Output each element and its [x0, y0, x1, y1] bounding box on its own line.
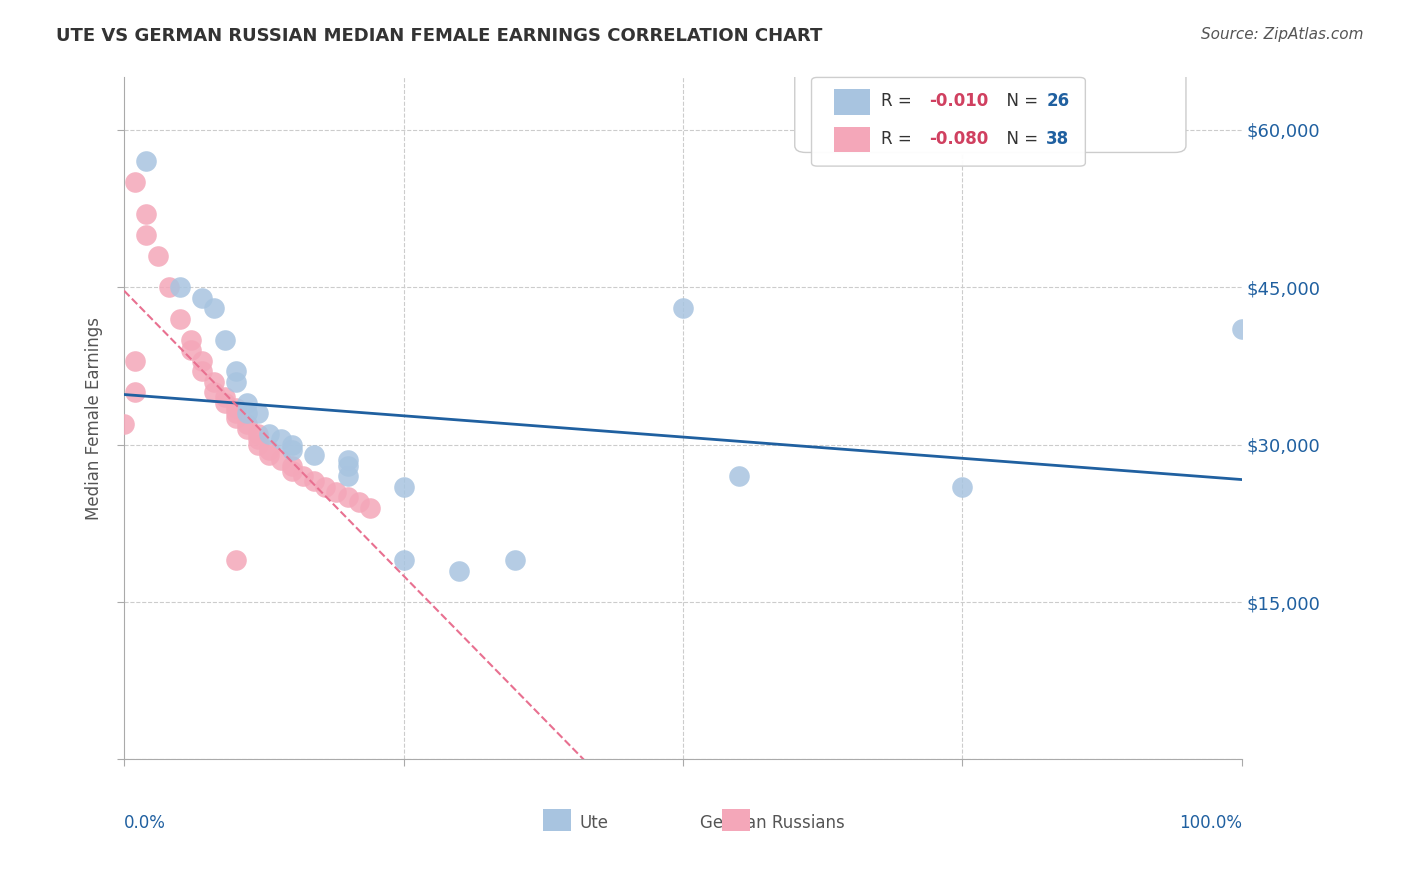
Text: -0.010: -0.010 — [929, 92, 988, 111]
FancyBboxPatch shape — [543, 809, 571, 831]
Text: R =: R = — [880, 92, 917, 111]
Point — [225, 375, 247, 389]
FancyBboxPatch shape — [723, 809, 749, 831]
Point — [505, 553, 527, 567]
Point — [236, 417, 259, 431]
Point — [302, 448, 325, 462]
Point — [202, 301, 225, 316]
Text: R =: R = — [880, 130, 917, 148]
Point — [247, 433, 270, 447]
Point — [157, 280, 180, 294]
FancyBboxPatch shape — [811, 78, 1085, 166]
Point — [259, 442, 281, 457]
Point — [225, 364, 247, 378]
Text: 26: 26 — [1046, 92, 1070, 111]
Point — [191, 364, 214, 378]
Text: Source: ZipAtlas.com: Source: ZipAtlas.com — [1201, 27, 1364, 42]
Point — [180, 343, 202, 358]
Point — [214, 395, 236, 409]
FancyBboxPatch shape — [834, 127, 870, 153]
Point — [270, 453, 292, 467]
Point — [247, 406, 270, 420]
Point — [291, 469, 314, 483]
Point — [135, 227, 157, 242]
Point — [236, 422, 259, 436]
Text: 38: 38 — [1046, 130, 1070, 148]
Point — [259, 448, 281, 462]
Point — [336, 469, 359, 483]
Point — [124, 175, 146, 189]
Point — [124, 385, 146, 400]
Point — [325, 484, 347, 499]
Y-axis label: Median Female Earnings: Median Female Earnings — [86, 317, 103, 520]
Point — [1230, 322, 1253, 336]
Point — [952, 480, 974, 494]
Point — [169, 311, 191, 326]
Point — [392, 480, 415, 494]
Point — [270, 433, 292, 447]
Point — [124, 353, 146, 368]
Point — [214, 333, 236, 347]
Point — [225, 553, 247, 567]
Point — [202, 385, 225, 400]
Point — [728, 469, 751, 483]
Point — [236, 395, 259, 409]
Point — [336, 453, 359, 467]
Point — [202, 375, 225, 389]
Text: 0.0%: 0.0% — [124, 814, 166, 832]
Point — [281, 438, 304, 452]
Point — [225, 401, 247, 415]
Text: 100.0%: 100.0% — [1178, 814, 1241, 832]
Point — [672, 301, 695, 316]
Point — [336, 490, 359, 504]
Point — [180, 333, 202, 347]
Point — [314, 480, 336, 494]
Point — [247, 438, 270, 452]
Text: Ute: Ute — [579, 814, 607, 832]
Point — [214, 391, 236, 405]
Text: N =: N = — [995, 130, 1043, 148]
Text: German Russians: German Russians — [700, 814, 845, 832]
Point — [225, 411, 247, 425]
Point — [135, 207, 157, 221]
Point — [392, 553, 415, 567]
Text: N =: N = — [995, 92, 1043, 111]
Point — [236, 406, 259, 420]
FancyBboxPatch shape — [834, 89, 870, 115]
Point — [359, 500, 381, 515]
FancyBboxPatch shape — [794, 57, 1185, 153]
Text: -0.080: -0.080 — [929, 130, 988, 148]
Text: UTE VS GERMAN RUSSIAN MEDIAN FEMALE EARNINGS CORRELATION CHART: UTE VS GERMAN RUSSIAN MEDIAN FEMALE EARN… — [56, 27, 823, 45]
Point — [191, 291, 214, 305]
Point — [247, 427, 270, 442]
Point — [191, 353, 214, 368]
Point — [169, 280, 191, 294]
Point — [135, 154, 157, 169]
Point — [112, 417, 135, 431]
Point — [281, 442, 304, 457]
Point — [146, 249, 169, 263]
Point — [449, 564, 471, 578]
Point — [259, 427, 281, 442]
Point — [336, 458, 359, 473]
Point — [281, 464, 304, 478]
Point — [347, 495, 370, 509]
Point — [281, 458, 304, 473]
Point — [302, 475, 325, 489]
Point — [225, 406, 247, 420]
